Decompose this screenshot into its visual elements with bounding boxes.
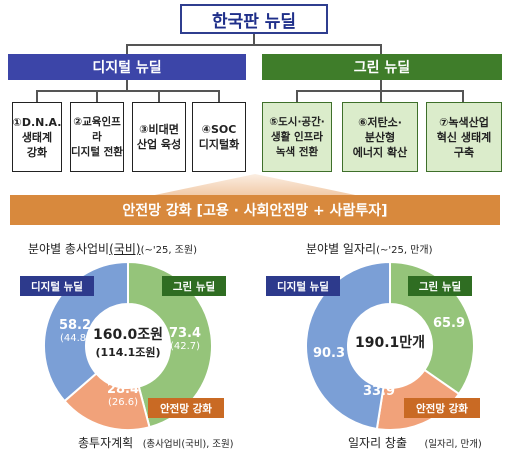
right-value-safety: 33.9	[362, 384, 396, 399]
left-label-green: 그린 뉴딜	[162, 276, 226, 296]
digital-item-untact: ③비대면 산업 육성	[132, 102, 186, 172]
green-newdeal-bar: 그린 뉴딜	[262, 54, 502, 80]
left-chart-title-main: 분야별 총사업비	[28, 242, 110, 256]
support-arrow	[150, 174, 360, 196]
left-value-safety-sub: (26.6)	[107, 397, 139, 408]
right-donut-center: 190.1만개	[340, 332, 440, 352]
left-footer-main: 총투자계획	[78, 436, 134, 450]
right-footer: 일자리 창출 (일자리, 만개)	[348, 434, 482, 451]
connector-green-7	[462, 90, 464, 102]
left-donut-hole	[86, 304, 170, 388]
left-chart-title-paren: (국비)	[109, 242, 141, 256]
left-value-digital: 58.2 (44.8)	[52, 318, 98, 344]
right-donut-hole	[348, 304, 432, 388]
right-center-total: 190.1만개	[354, 335, 426, 351]
connector-title-down	[253, 34, 255, 44]
left-value-safety: 28.4 (26.6)	[100, 382, 146, 408]
connector-digital-3	[158, 90, 160, 102]
right-chart-title-sub: (~'25, 만개)	[376, 245, 433, 256]
connector-green-down	[380, 80, 382, 90]
right-value-green: 65.9	[432, 316, 466, 331]
connector-to-green	[380, 44, 382, 54]
left-footer-sub: (총사업비(국비), 조원)	[142, 439, 234, 450]
connector-digital-4	[218, 90, 220, 102]
connector-digital-1	[36, 90, 38, 102]
left-value-green-sub: (42.7)	[169, 341, 201, 352]
right-value-digital: 90.3	[312, 346, 346, 361]
left-donut-center: 160.0조원 (114.1조원)	[78, 324, 178, 360]
right-label-digital: 디지털 뉴딜	[266, 276, 340, 296]
connector-green-5	[296, 90, 298, 102]
connector-digital-2	[96, 90, 98, 102]
left-value-digital-sub: (44.8)	[59, 333, 91, 344]
connector-to-digital	[126, 44, 128, 54]
safety-net-bar: 안전망 강화 [고용 · 사회안전망 + 사람투자]	[10, 195, 500, 225]
right-label-green: 그린 뉴딜	[408, 276, 472, 296]
left-center-national: (114.1조원)	[95, 346, 161, 359]
connector-digital-horizontal	[36, 90, 220, 92]
left-footer: 총투자계획 (총사업비(국비), 조원)	[78, 434, 234, 451]
connector-horizontal-top	[126, 44, 382, 46]
left-value-green: 73.4 (42.7)	[162, 326, 208, 352]
connector-green-6	[380, 90, 382, 102]
right-chart-title-main: 분야별 일자리	[306, 242, 377, 256]
left-value-safety-main: 28.4	[106, 382, 140, 397]
green-item-urban: ⑤도시·공간· 생활 인프라 녹색 전환	[262, 102, 332, 172]
connector-digital-down	[126, 80, 128, 90]
right-chart-title: 분야별 일자리(~'25, 만개)	[306, 240, 432, 257]
left-chart-title-sub: (~'25, 조원)	[140, 245, 197, 256]
digital-item-education: ②교육인프라 디지털 전환	[70, 102, 124, 172]
digital-item-dna: ①D.N.A. 생태계 강화	[12, 102, 62, 172]
left-center-total: 160.0조원	[92, 327, 164, 343]
right-footer-main: 일자리 창출	[348, 436, 408, 450]
left-chart-title: 분야별 총사업비(국비)(~'25, 조원)	[28, 240, 197, 257]
left-donut-chart	[43, 260, 213, 431]
left-label-digital: 디지털 뉴딜	[20, 276, 94, 296]
green-item-industry: ⑦녹색산업 혁신 생태계 구축	[426, 102, 502, 172]
right-footer-sub: (일자리, 만개)	[424, 439, 482, 450]
left-label-safety: 안전망 강화	[148, 398, 224, 418]
right-label-safety: 안전망 강화	[404, 398, 480, 418]
left-value-green-main: 73.4	[168, 326, 202, 341]
green-item-energy: ⑥저탄소· 분산형 에너지 확산	[342, 102, 418, 172]
page-title: 한국판 뉴딜	[180, 4, 328, 34]
digital-newdeal-bar: 디지털 뉴딜	[8, 54, 246, 80]
digital-item-soc: ④SOC 디지털화	[192, 102, 246, 172]
left-value-digital-main: 58.2	[58, 318, 92, 333]
